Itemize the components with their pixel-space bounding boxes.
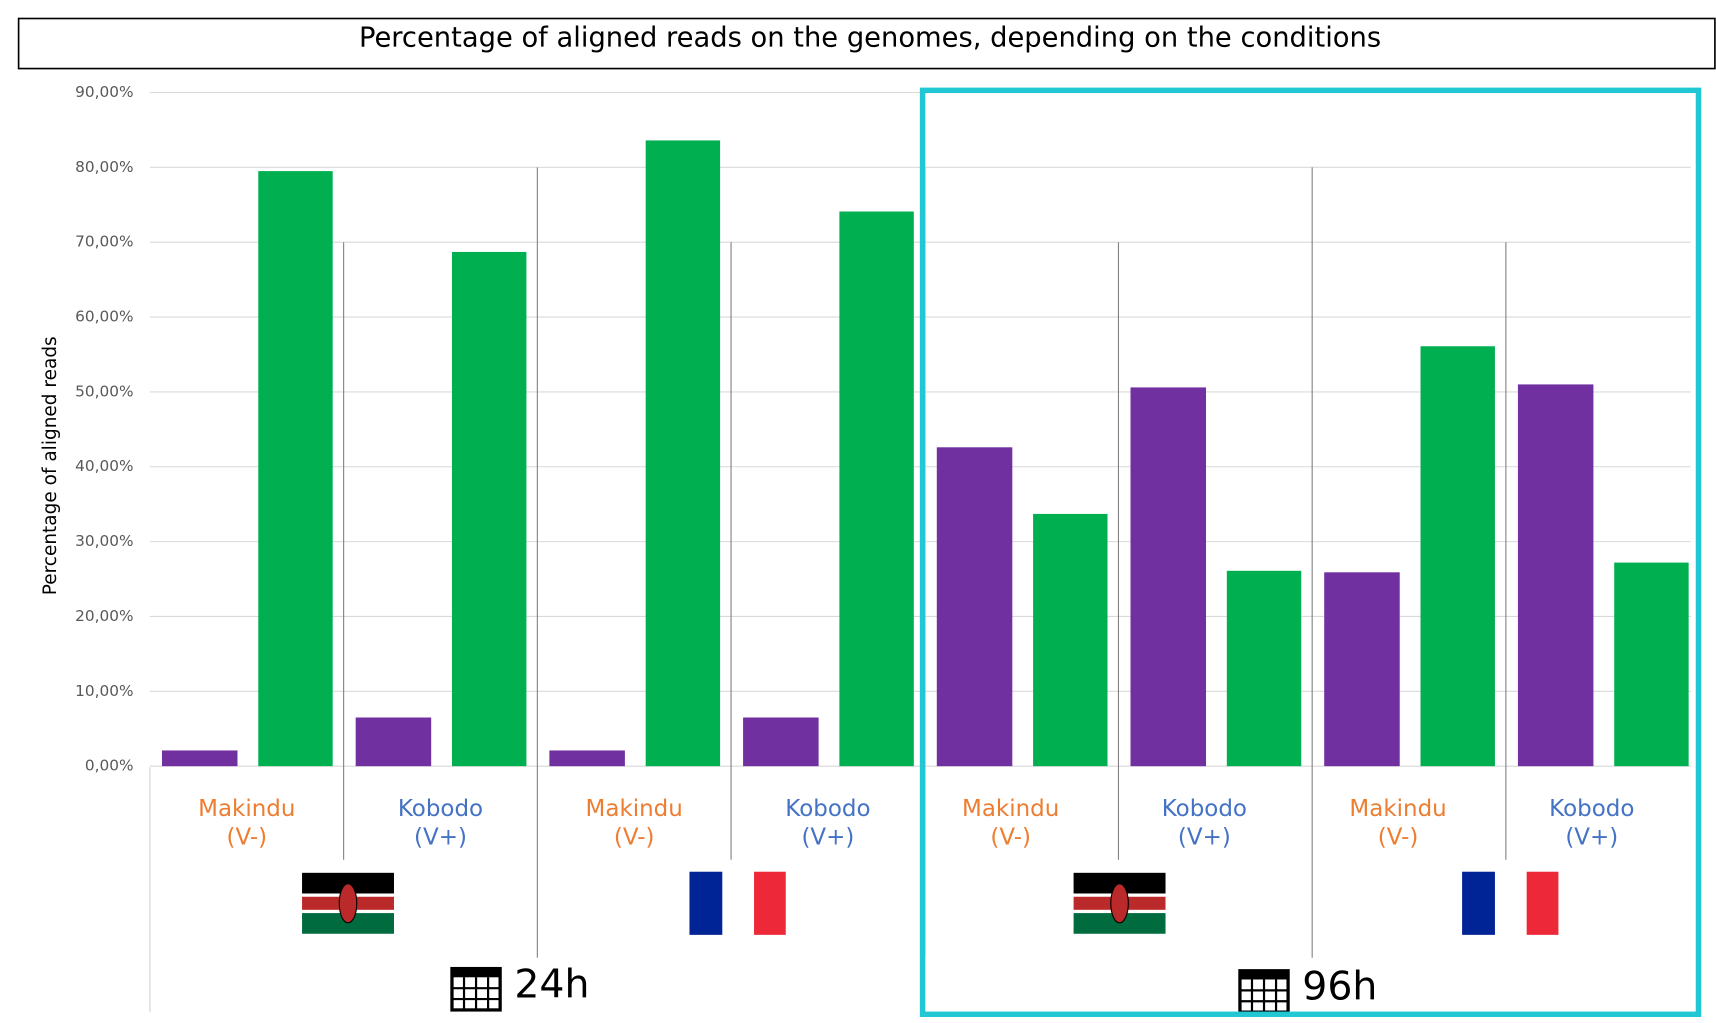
- kenya-flag: [1073, 872, 1166, 934]
- y-tick-label: 0,00%: [85, 757, 134, 775]
- x-tick-label: Kobodo: [1162, 796, 1247, 822]
- bar: [936, 447, 1013, 767]
- bar: [1226, 570, 1302, 767]
- bar: [161, 750, 238, 767]
- x-tick-label: Makindu: [962, 796, 1059, 822]
- x-tick-sublabel: (V-): [1378, 825, 1419, 851]
- y-tick-label: 40,00%: [75, 457, 133, 475]
- y-tick-label: 30,00%: [75, 532, 133, 550]
- y-tick-label: 80,00%: [75, 158, 133, 176]
- x-tick-label: Kobodo: [1549, 796, 1634, 822]
- bar: [743, 717, 819, 767]
- y-tick-label: 10,00%: [75, 682, 133, 700]
- x-tick-sublabel: (V+): [801, 825, 854, 851]
- y-axis-label: Percentage of aligned reads: [40, 336, 61, 595]
- bar: [451, 251, 527, 767]
- time-label: 24h: [514, 963, 589, 1008]
- bar: [1614, 562, 1689, 767]
- bar: [1420, 346, 1495, 767]
- france-flag: [689, 871, 786, 935]
- x-tick-label: Kobodo: [398, 796, 483, 822]
- x-tick-label: Makindu: [586, 796, 683, 822]
- title-box: [17, 17, 1716, 70]
- x-tick-label: Makindu: [198, 796, 295, 822]
- x-tick-sublabel: (V-): [614, 825, 655, 851]
- calendar-icon: [450, 966, 502, 1012]
- kenya-flag: [302, 872, 394, 934]
- x-tick-sublabel: (V+): [1178, 825, 1231, 851]
- flags: [302, 871, 1559, 935]
- x-tick-sublabel: (V-): [990, 825, 1031, 851]
- y-tick-label: 50,00%: [75, 382, 133, 400]
- x-tick-label: Makindu: [1349, 796, 1446, 822]
- bar: [645, 140, 721, 767]
- bar: [839, 211, 914, 767]
- calendar-icon: [1238, 969, 1290, 1014]
- bar: [355, 717, 432, 767]
- x-tick-label: Kobodo: [785, 796, 870, 822]
- x-tick-sublabel: (V-): [226, 825, 267, 851]
- highlight-box: [919, 87, 1702, 1018]
- y-tick-label: 20,00%: [75, 607, 133, 625]
- x-tick-sublabel: (V+): [1565, 825, 1618, 851]
- y-tick-label: 90,00%: [75, 83, 133, 101]
- chart-title: Percentage of aligned reads on the genom…: [359, 23, 1381, 54]
- time-label: 96h: [1302, 965, 1377, 1010]
- bar: [1033, 513, 1108, 767]
- france-flag: [1462, 871, 1559, 935]
- bar: [549, 750, 625, 767]
- bar: [1324, 572, 1400, 767]
- bar: [1130, 387, 1207, 767]
- y-tick-label: 70,00%: [75, 233, 133, 251]
- bar: [258, 171, 333, 767]
- bar: [1517, 384, 1594, 767]
- x-tick-sublabel: (V+): [414, 825, 467, 851]
- y-tick-label: 60,00%: [75, 308, 133, 326]
